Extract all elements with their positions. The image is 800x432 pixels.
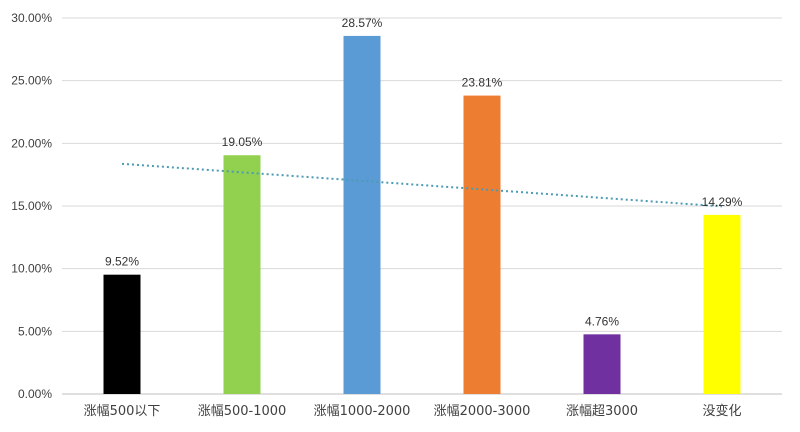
- y-tick-label: 20.00%: [11, 136, 52, 150]
- y-tick-label: 0.00%: [18, 387, 52, 401]
- data-label: 23.81%: [462, 76, 503, 90]
- bars: [103, 35, 741, 395]
- data-label: 4.76%: [585, 314, 619, 328]
- labels: 0.00% 5.00% 10.00% 15.00% 20.00% 25.00% 30.00%…: [11, 11, 742, 419]
- category-label: 涨幅500-1000: [198, 404, 287, 419]
- bar: [343, 35, 381, 394]
- y-tick-label: 25.00%: [11, 74, 52, 88]
- data-label: 9.52%: [105, 255, 139, 269]
- bar: [703, 214, 741, 394]
- category-label: 涨幅1000-2000: [314, 404, 411, 419]
- grid-lines: [62, 17, 782, 332]
- y-tick-label: 30.00%: [11, 11, 52, 25]
- y-tick-label: 5.00%: [18, 324, 52, 338]
- category-label: 没变化: [702, 403, 741, 419]
- y-tick-label: 15.00%: [11, 199, 52, 213]
- data-label: 14.29%: [702, 195, 743, 209]
- category-label: 涨幅超3000: [566, 404, 638, 419]
- trendline-line: [121, 162, 723, 208]
- bar: [103, 274, 141, 394]
- category-label: 涨幅500以下: [84, 404, 161, 419]
- bar: [463, 95, 501, 395]
- y-tick-label: 10.00%: [11, 262, 52, 276]
- data-label: 19.05%: [222, 135, 263, 149]
- bar: [583, 334, 621, 394]
- bar: [223, 155, 261, 394]
- trendline: [121, 162, 723, 208]
- data-label: 28.57%: [342, 16, 383, 30]
- category-label: 涨幅2000-3000: [434, 404, 531, 419]
